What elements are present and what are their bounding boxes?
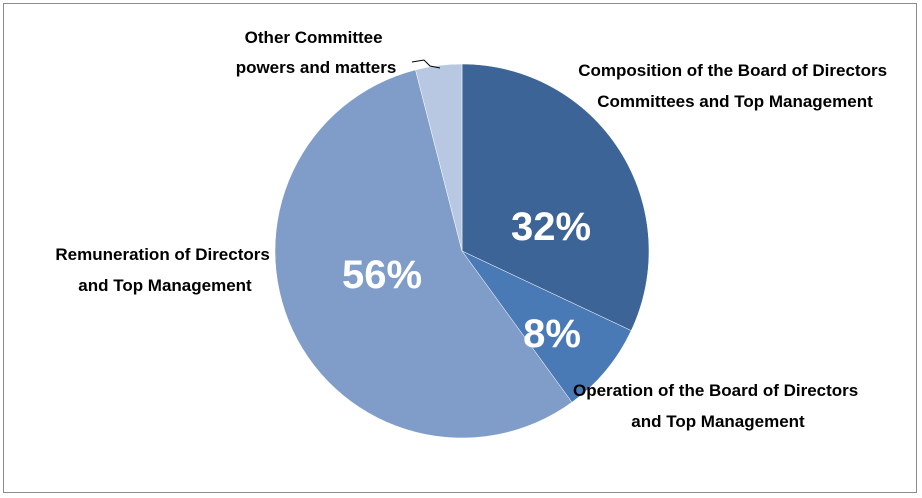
category-label-operation: Operation of the Board of Directors and … — [573, 381, 863, 431]
data-label-operation: 8% — [523, 312, 581, 356]
category-label-remuneration: Remuneration of Directors and Top Manage… — [55, 245, 274, 295]
data-label-composition: 32% — [511, 205, 591, 249]
category-label-operation-line-2: and Top Management — [631, 412, 805, 431]
category-label-composition: Composition of the Board of Directors Co… — [578, 61, 892, 111]
slice-remuneration — [274, 69, 573, 439]
category-label-composition-line-1: Composition of the Board of Directors — [578, 61, 887, 80]
data-label-remuneration: 56% — [342, 253, 422, 297]
slice-other — [415, 63, 463, 252]
category-label-other-line-1: Other Committee — [245, 28, 383, 47]
leader-line-other — [411, 59, 441, 69]
category-label-other-line-2: powers and matters — [236, 58, 397, 77]
category-label-other: Other Committee powers and matters — [236, 28, 397, 77]
category-label-remuneration-line-1: Remuneration of Directors — [55, 245, 269, 264]
slice-operation — [461, 250, 632, 403]
category-label-remuneration-line-2: and Top Management — [78, 276, 252, 295]
slice-composition — [461, 63, 650, 331]
category-label-composition-line-2: Committees and Top Management — [597, 92, 873, 111]
category-label-operation-line-1: Operation of the Board of Directors — [573, 381, 858, 400]
